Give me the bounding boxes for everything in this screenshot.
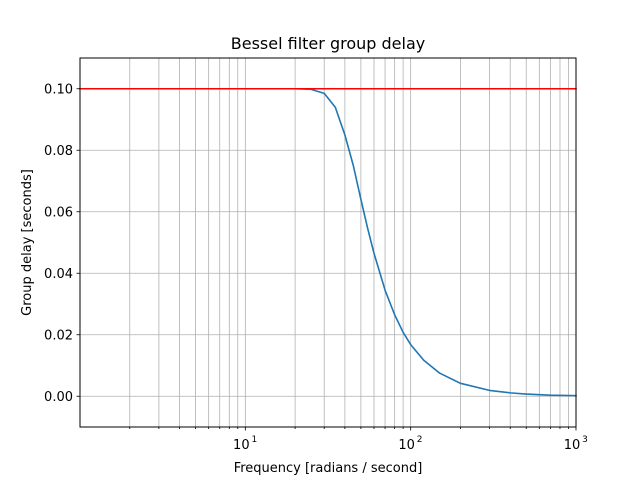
- x-tick-label: 10: [398, 438, 415, 453]
- y-axis-label: Group delay [seconds]: [20, 169, 35, 316]
- x-axis-label: Frequency [radians / second]: [234, 461, 423, 476]
- x-tick-label-exponent: 3: [582, 435, 588, 445]
- y-tick-label: 0.08: [44, 144, 73, 159]
- x-tick-label: 10: [233, 438, 250, 453]
- series-group: [79, 87, 577, 397]
- axes-frame: [79, 57, 577, 428]
- plot-area: [80, 58, 576, 427]
- x-tick-label-exponent: 2: [417, 435, 423, 445]
- y-tick-label: 0.10: [44, 82, 73, 97]
- y-tick-label: 0.04: [44, 267, 73, 282]
- grid: [80, 58, 577, 427]
- x-tick-label: 10: [564, 438, 581, 453]
- y-tick-label: 0.00: [44, 390, 73, 405]
- y-tick-label: 0.06: [44, 205, 73, 220]
- y-tick-label: 0.02: [44, 328, 73, 343]
- x-tick-label-exponent: 1: [251, 435, 257, 445]
- chart-title: Bessel filter group delay: [231, 34, 425, 53]
